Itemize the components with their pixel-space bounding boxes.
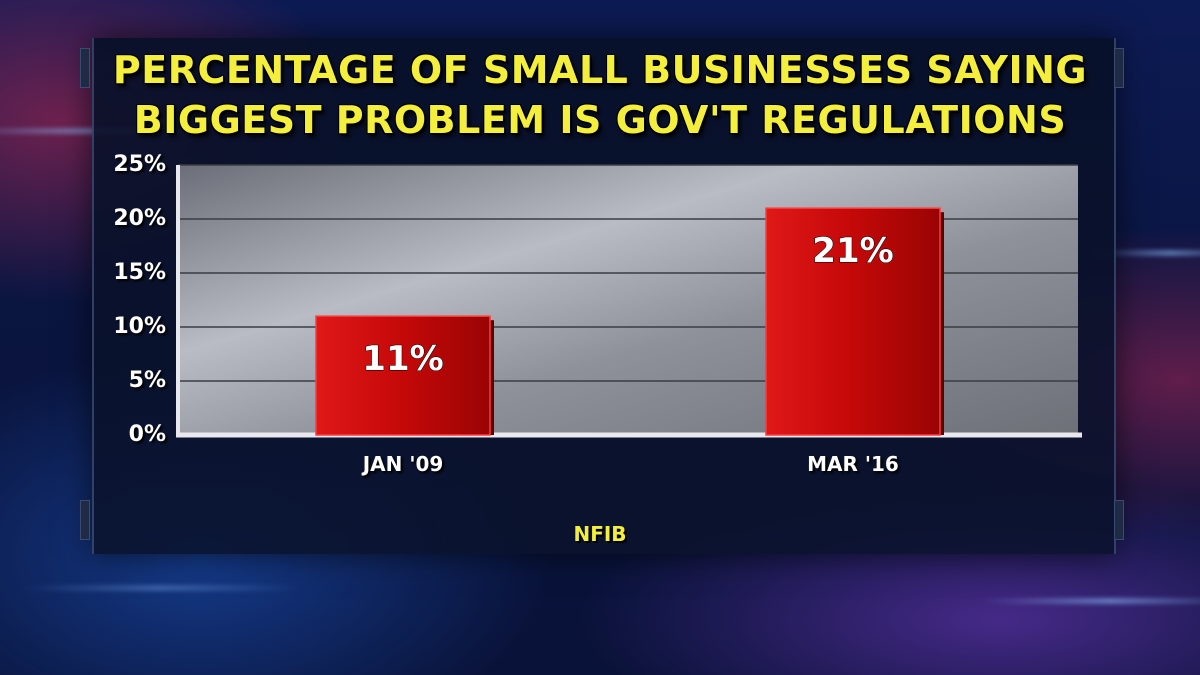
y-tick-label: 0% bbox=[128, 422, 166, 447]
x-tick-label: MAR '16 bbox=[807, 452, 899, 476]
y-tick-label: 5% bbox=[128, 368, 166, 393]
chart-title-line-2: BIGGEST PROBLEM IS GOV'T REGULATIONS bbox=[133, 98, 1067, 142]
panel-bracket-right-top bbox=[1114, 48, 1124, 88]
panel-bracket-left-bottom bbox=[80, 500, 90, 540]
bar-0 bbox=[315, 315, 491, 436]
source-label: NFIB bbox=[573, 522, 627, 546]
y-tick-label: 25% bbox=[113, 152, 166, 177]
y-tick-label: 20% bbox=[113, 206, 166, 231]
bar-1 bbox=[765, 207, 941, 436]
bar-value-label: 11% bbox=[362, 339, 443, 379]
panel-bracket-left-top bbox=[80, 48, 90, 88]
chart-title-line-1: PERCENTAGE OF SMALL BUSINESSES SAYING bbox=[112, 48, 1088, 92]
x-tick-label: JAN '09 bbox=[362, 452, 444, 476]
y-tick-label: 15% bbox=[113, 260, 166, 285]
panel-bracket-right-bottom bbox=[1114, 500, 1124, 540]
y-tick-label: 10% bbox=[113, 314, 166, 339]
chart-title: PERCENTAGE OF SMALL BUSINESSES SAYING BI… bbox=[0, 45, 1200, 145]
bar-value-label: 21% bbox=[812, 231, 893, 271]
